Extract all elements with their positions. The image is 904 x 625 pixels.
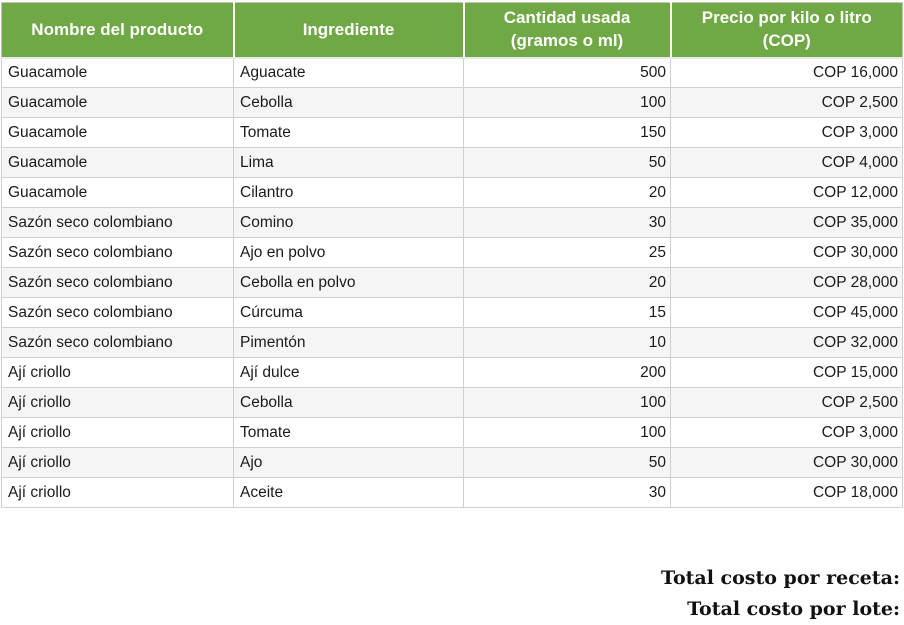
cell-precio: COP 15,000 <box>670 357 903 388</box>
table-row: Guacamole Tomate 150 COP 3,000 <box>1 117 903 148</box>
column-header-ingrediente: Ingrediente <box>232 2 464 59</box>
cell-producto: Guacamole <box>1 147 234 178</box>
cell-ingrediente: Tomate <box>233 117 464 148</box>
cell-cantidad: 10 <box>463 327 671 358</box>
cell-cantidad: 200 <box>463 357 671 388</box>
table-row: Guacamole Cilantro 20 COP 12,000 <box>1 177 903 208</box>
cell-producto: Ají criollo <box>1 477 234 508</box>
cell-producto: Ají criollo <box>1 447 234 478</box>
cell-cantidad: 500 <box>463 57 671 88</box>
cell-cantidad: 25 <box>463 237 671 268</box>
cell-cantidad: 50 <box>463 447 671 478</box>
table-row: Ají criollo Aceite 30 COP 18,000 <box>1 477 903 508</box>
cell-producto: Guacamole <box>1 177 234 208</box>
cell-ingrediente: Ají dulce <box>233 357 464 388</box>
cell-producto: Sazón seco colombiano <box>1 207 234 238</box>
header-row: Nombre del producto Ingrediente Cantidad u… <box>1 2 903 59</box>
table-row: Guacamole Aguacate 500 COP 16,000 <box>1 57 903 88</box>
cell-producto: Sazón seco colombiano <box>1 237 234 268</box>
table-row: Sazón seco colombiano Cebolla en polvo 20 C… <box>1 267 903 298</box>
cell-precio: COP 30,000 <box>670 447 903 478</box>
cell-precio: COP 18,000 <box>670 477 903 508</box>
column-header-cantidad: Cantidad usada (gramos o ml) <box>462 2 671 59</box>
cell-producto: Sazón seco colombiano <box>1 327 234 358</box>
cell-cantidad: 50 <box>463 147 671 178</box>
cell-producto: Ají criollo <box>1 387 234 418</box>
cell-precio: COP 45,000 <box>670 297 903 328</box>
cell-precio: COP 32,000 <box>670 327 903 358</box>
cell-cantidad: 20 <box>463 267 671 298</box>
cell-producto: Guacamole <box>1 57 234 88</box>
cell-cantidad: 100 <box>463 387 671 418</box>
cell-precio: COP 30,000 <box>670 237 903 268</box>
cell-cantidad: 150 <box>463 117 671 148</box>
total-per-recipe-label: Total costo por receta: <box>661 567 900 589</box>
table-row: Guacamole Lima 50 COP 4,000 <box>1 147 903 178</box>
cell-precio: COP 3,000 <box>670 417 903 448</box>
table-row: Sazón seco colombiano Ajo en polvo 25 COP 3… <box>1 237 903 268</box>
table-row: Sazón seco colombiano Comino 30 COP 35,000 <box>1 207 903 238</box>
cell-ingrediente: Pimentón <box>233 327 464 358</box>
cell-producto: Sazón seco colombiano <box>1 297 234 328</box>
column-header-precio: Precio por kilo o litro (COP) <box>669 2 903 59</box>
cell-precio: COP 16,000 <box>670 57 903 88</box>
table-row: Ají criollo Cebolla 100 COP 2,500 <box>1 387 903 418</box>
cell-ingrediente: Comino <box>233 207 464 238</box>
cell-precio: COP 3,000 <box>670 117 903 148</box>
cell-ingrediente: Aguacate <box>233 57 464 88</box>
cell-producto: Guacamole <box>1 87 234 118</box>
cell-ingrediente: Cúrcuma <box>233 297 464 328</box>
cell-precio: COP 2,500 <box>670 387 903 418</box>
cell-ingrediente: Cebolla <box>233 387 464 418</box>
cell-cantidad: 15 <box>463 297 671 328</box>
cell-cantidad: 20 <box>463 177 671 208</box>
column-header-producto: Nombre del producto <box>1 2 234 59</box>
cell-ingrediente: Ajo en polvo <box>233 237 464 268</box>
cell-ingrediente: Cebolla <box>233 87 464 118</box>
cell-ingrediente: Ajo <box>233 447 464 478</box>
cell-precio: COP 12,000 <box>670 177 903 208</box>
cell-producto: Ají criollo <box>1 417 234 448</box>
cell-cantidad: 30 <box>463 207 671 238</box>
cell-producto: Guacamole <box>1 117 234 148</box>
cell-precio: COP 4,000 <box>670 147 903 178</box>
table-row: Ají criollo Tomate 100 COP 3,000 <box>1 417 903 448</box>
cell-ingrediente: Lima <box>233 147 464 178</box>
cell-ingrediente: Tomate <box>233 417 464 448</box>
total-per-batch-label: Total costo por lote: <box>687 598 900 620</box>
table-row: Sazón seco colombiano Pimentón 10 COP 32,00… <box>1 327 903 358</box>
cell-ingrediente: Cilantro <box>233 177 464 208</box>
cell-cantidad: 30 <box>463 477 671 508</box>
ingredients-table: Nombre del producto Ingrediente Cantidad u… <box>1 2 903 508</box>
table-body: Guacamole Aguacate 500 COP 16,000 Guacamole C… <box>1 57 903 508</box>
cell-precio: COP 28,000 <box>670 267 903 298</box>
cell-precio: COP 2,500 <box>670 87 903 118</box>
table-row: Ají criollo Ají dulce 200 COP 15,000 <box>1 357 903 388</box>
cell-cantidad: 100 <box>463 87 671 118</box>
cell-ingrediente: Aceite <box>233 477 464 508</box>
table-row: Sazón seco colombiano Cúrcuma 15 COP 45,000 <box>1 297 903 328</box>
cell-producto: Sazón seco colombiano <box>1 267 234 298</box>
table-row: Guacamole Cebolla 100 COP 2,500 <box>1 87 903 118</box>
cell-cantidad: 100 <box>463 417 671 448</box>
cell-precio: COP 35,000 <box>670 207 903 238</box>
cell-ingrediente: Cebolla en polvo <box>233 267 464 298</box>
totals-section: Total costo por receta: Total costo por … <box>661 563 900 625</box>
table-row: Ají criollo Ajo 50 COP 30,000 <box>1 447 903 478</box>
cell-producto: Ají criollo <box>1 357 234 388</box>
